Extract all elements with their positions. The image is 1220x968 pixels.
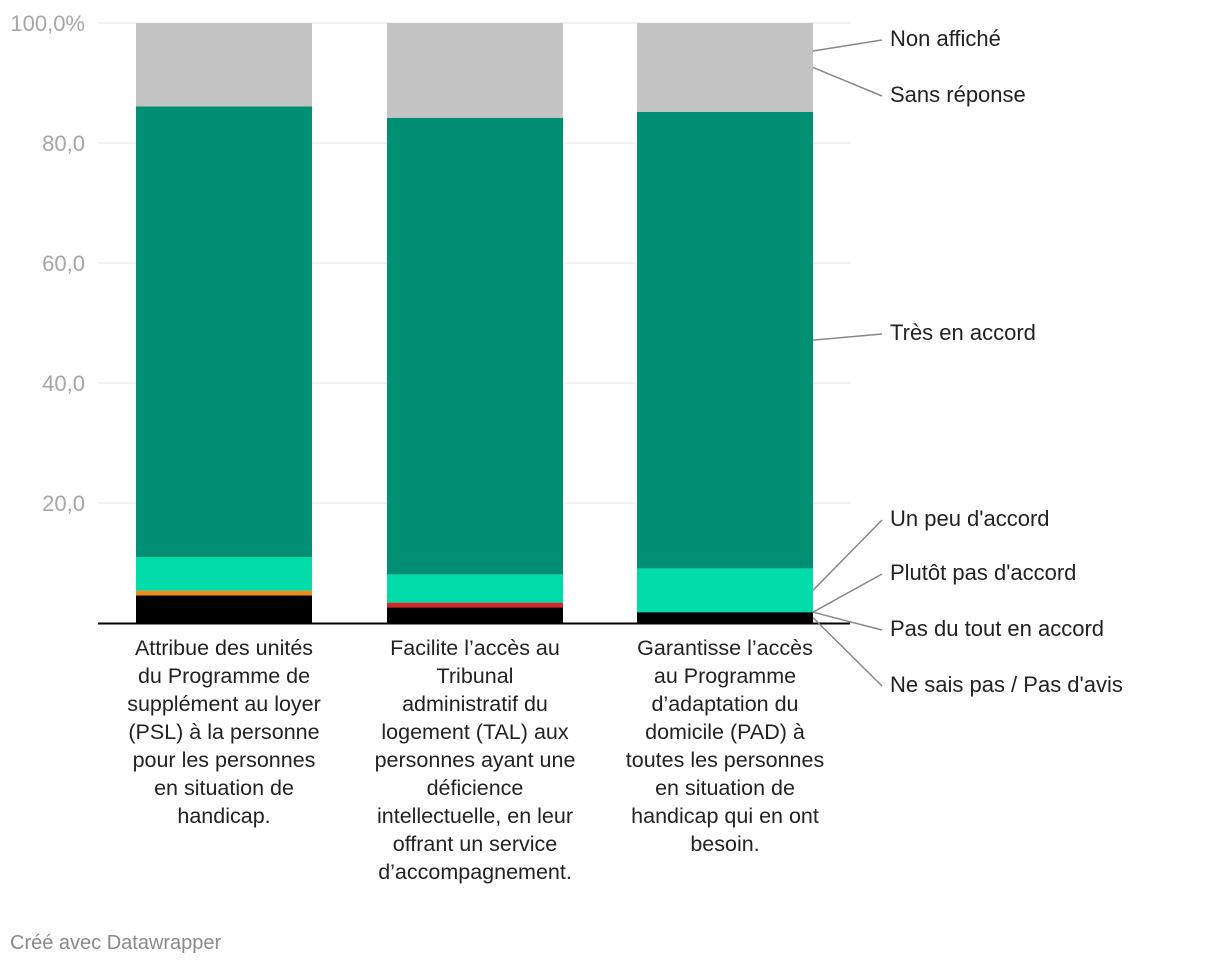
bar-segment-plutot-pas-d-accord <box>136 590 312 596</box>
y-axis-ticks: 20,0 40,0 60,0 80,0 100,0% <box>10 11 85 516</box>
footer-credit: Créé avec Datawrapper <box>10 932 222 954</box>
bar-segment-tres-en-accord <box>136 106 312 558</box>
bars <box>136 23 813 623</box>
bar-segment-pas-du-tout-en-accord <box>387 602 563 608</box>
legend: Non affiché Sans réponse Très en accord Un … <box>812 26 1123 697</box>
bar-segment-un-peu-d-accord <box>637 568 813 613</box>
legend-leader-line <box>812 66 883 97</box>
legend-label-pas-du-tout-en-accord: Pas du tout en accord <box>890 616 1104 641</box>
y-tick-label: 100,0% <box>10 11 85 36</box>
legend-label-non-affiche: Non affiché <box>890 26 1001 51</box>
legend-leader-line <box>812 611 883 631</box>
category-label: Facilite l’accès au Tribunal administratif… <box>375 636 576 884</box>
y-tick-label: 40,0 <box>42 371 85 396</box>
legend-leader-line <box>812 39 883 52</box>
legend-leader-line <box>812 333 883 341</box>
legend-label-tres-en-accord: Très en accord <box>890 320 1036 345</box>
bar-segment-un-peu-d-accord <box>136 557 312 591</box>
bar-segment-un-peu-d-accord <box>387 574 563 603</box>
y-tick-label: 60,0 <box>42 251 85 276</box>
y-tick-label: 20,0 <box>42 491 85 516</box>
legend-label-sans-reponse: Sans réponse <box>890 82 1026 107</box>
legend-label-ne-sais-pas-pas-d-avis: Ne sais pas / Pas d'avis <box>890 672 1123 697</box>
bar-segment-tres-en-accord <box>637 111 813 569</box>
bar-segment-sans-reponse <box>637 23 813 112</box>
legend-leader-line <box>812 519 883 591</box>
category-labels: Attribue des unités du Programme de supplé… <box>127 636 824 884</box>
y-tick-label: 80,0 <box>42 131 85 156</box>
legend-label-un-peu-d-accord: Un peu d'accord <box>890 506 1050 531</box>
bar-segment-ne-sais-pas-pas-d-avis <box>387 607 563 623</box>
legend-leader-line <box>812 617 883 687</box>
category-label: Garantisse l’accès au Programme d’adaptati… <box>626 636 824 856</box>
bar-segment-tres-en-accord <box>387 117 563 575</box>
bar-segment-sans-reponse <box>136 23 312 107</box>
bar-segment-ne-sais-pas-pas-d-avis <box>136 595 312 623</box>
legend-label-plutot-pas-d-accord: Plutôt pas d'accord <box>890 560 1076 585</box>
bar-segment-ne-sais-pas-pas-d-avis <box>637 612 813 623</box>
bar-segment-sans-reponse <box>387 23 563 118</box>
legend-leader-line <box>812 573 883 613</box>
category-label: Attribue des unités du Programme de supplé… <box>127 636 321 828</box>
